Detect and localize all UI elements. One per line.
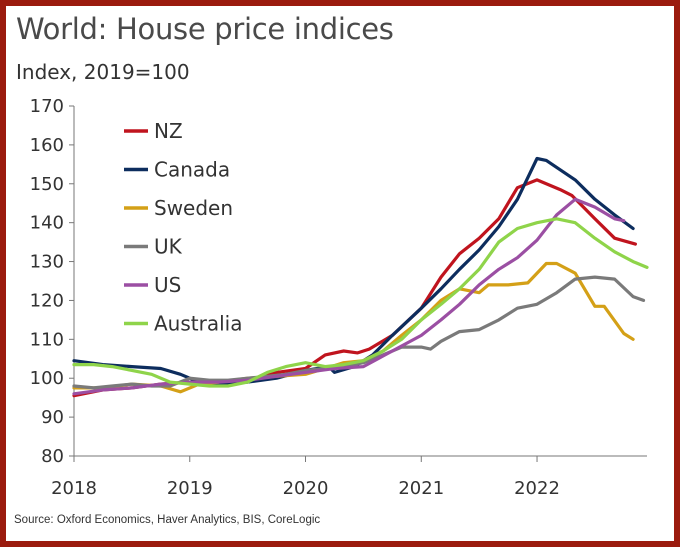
y-tick-label: 90 (41, 407, 64, 428)
y-tick-label: 100 (30, 368, 64, 389)
y-tick-label: 150 (30, 174, 64, 195)
chart-title: World: House price indices (16, 12, 394, 46)
x-tick-label: 2020 (283, 478, 329, 499)
y-tick-label: 80 (41, 446, 64, 467)
series-line-sweden (72, 261, 635, 394)
y-tick-label: 140 (30, 213, 64, 234)
x-tick-label: 2019 (167, 478, 213, 499)
y-tick-label: 110 (30, 329, 64, 350)
x-tick-label: 2021 (398, 478, 444, 499)
y-tick-label: 160 (30, 135, 64, 156)
series-lines (72, 156, 649, 398)
legend-label-uk: UK (154, 235, 183, 259)
x-tick-label: 2018 (51, 478, 97, 499)
legend-label-us: US (154, 273, 181, 297)
x-tick-label: 2022 (514, 478, 560, 499)
source-note: Source: Oxford Economics, Haver Analytic… (14, 514, 321, 526)
y-tick-label: 120 (30, 290, 64, 311)
y-axis-label: Index, 2019=100 (16, 60, 190, 84)
y-tick-label: 170 (30, 96, 64, 117)
series-line-canada (72, 156, 635, 386)
legend: NZ Canada Sweden UK US Australia (124, 119, 242, 336)
y-tick-label: 130 (30, 252, 64, 273)
series-line-australia (72, 217, 649, 388)
legend-label-canada: Canada (154, 158, 230, 182)
legend-label-australia: Australia (154, 312, 242, 336)
legend-label-nz: NZ (154, 119, 183, 143)
legend-label-sweden: Sweden (154, 196, 233, 220)
chart-axes: 80 90 100 110 120 130 140 150 160 170 2018 2019 2020… (30, 96, 647, 499)
